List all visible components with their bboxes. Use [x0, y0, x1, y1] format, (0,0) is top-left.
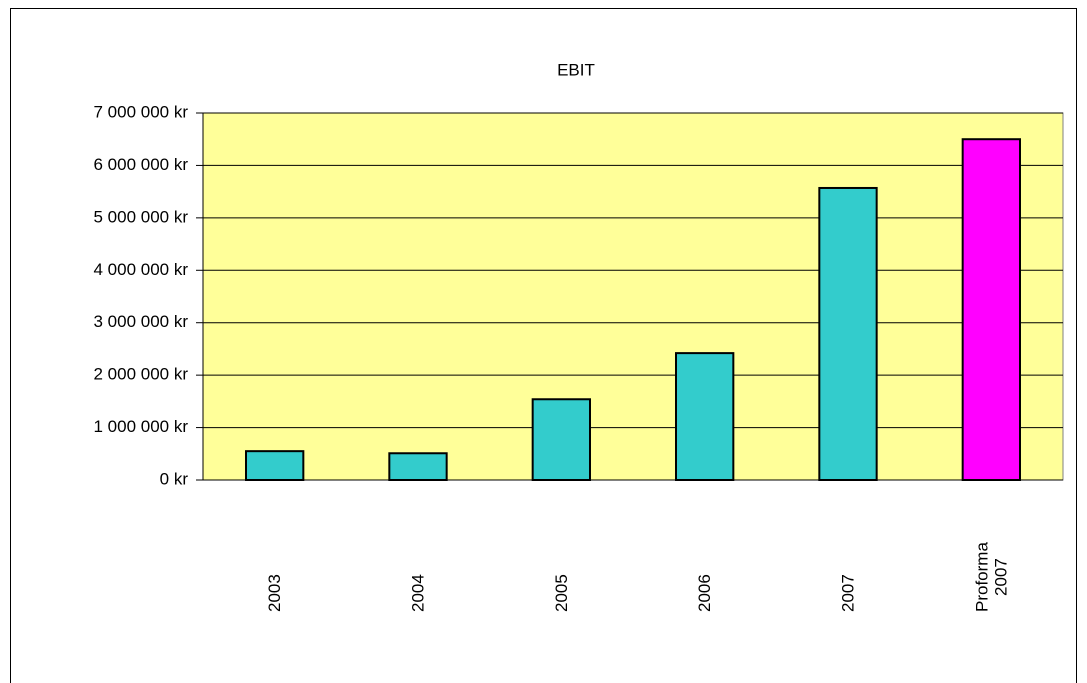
x-tick-label: 2003 [265, 574, 285, 612]
y-tick-label: 6 000 000 kr [93, 155, 188, 174]
bar [961, 138, 1022, 481]
y-tick-label: 1 000 000 kr [93, 417, 188, 436]
bar [388, 452, 448, 481]
bar [531, 398, 592, 482]
chart-title: EBIT [557, 60, 595, 79]
y-tick-label: 3 000 000 kr [93, 312, 188, 331]
x-tick-label: 2006 [695, 574, 715, 612]
y-tick-label: 5 000 000 kr [93, 207, 188, 226]
plot-area [202, 112, 1064, 481]
y-tick-label: 7 000 000 kr [93, 102, 188, 121]
bar [818, 186, 878, 481]
y-tick-label: 2 000 000 kr [93, 365, 188, 384]
x-tick-label: 2007 [838, 574, 858, 612]
x-tick-label: 2004 [408, 574, 428, 612]
y-tick-label: 4 000 000 kr [93, 260, 188, 279]
bar [245, 450, 305, 481]
y-tick-label: 0 kr [160, 469, 189, 488]
x-tick-label: Proforma 2007 [972, 542, 1011, 612]
x-tick-label: 2005 [551, 574, 571, 612]
bar [675, 352, 735, 482]
